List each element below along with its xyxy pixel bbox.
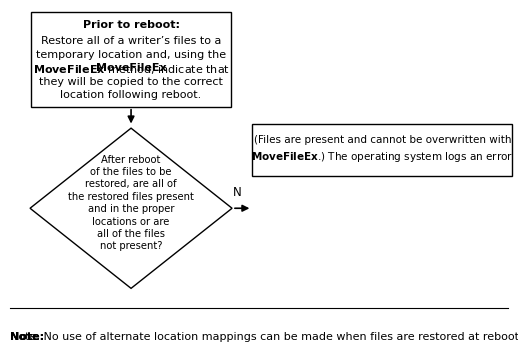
Text: Note:: Note: (10, 333, 45, 342)
Text: After reboot
of the files to be
restored, are all of
the restored files present
: After reboot of the files to be restored… (68, 155, 194, 251)
Text: location following reboot.: location following reboot. (61, 90, 202, 100)
Text: Note: No use of alternate location mappings can be made when files are restored : Note: No use of alternate location mappi… (10, 333, 518, 342)
Text: Restore all of a writer’s files to a: Restore all of a writer’s files to a (41, 36, 221, 46)
Text: N: N (233, 186, 241, 199)
Text: $\mathbf{MoveFileEx}$ method, indicate that: $\mathbf{MoveFileEx}$ method, indicate t… (33, 63, 229, 77)
FancyBboxPatch shape (252, 124, 512, 176)
Text: Note:: Note: (10, 333, 45, 342)
Polygon shape (30, 128, 232, 288)
Text: Prior to reboot:: Prior to reboot: (82, 20, 180, 30)
Text: MoveFileEx: MoveFileEx (96, 63, 166, 73)
Text: (Files are present and cannot be overwritten with
$\mathbf{MoveFileEx}$.) The op: (Files are present and cannot be overwri… (251, 135, 513, 164)
Text: temporary location and, using the: temporary location and, using the (36, 50, 226, 60)
FancyBboxPatch shape (31, 12, 231, 107)
Text: they will be copied to the correct: they will be copied to the correct (39, 77, 223, 87)
